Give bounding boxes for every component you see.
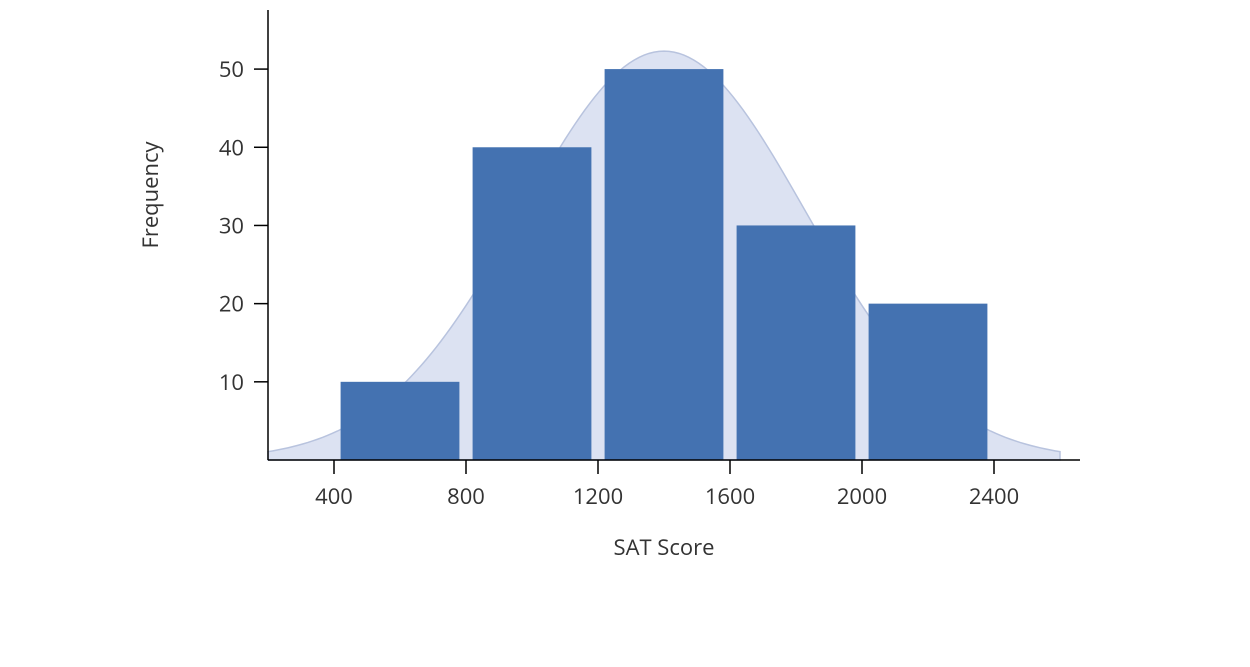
x-tick-label: 2400 xyxy=(969,481,1019,511)
histogram-bar xyxy=(869,304,988,460)
x-tick-label: 2000 xyxy=(837,481,887,511)
x-tick-label: 400 xyxy=(315,481,353,511)
y-tick-label: 40 xyxy=(219,132,244,162)
y-tick-label: 30 xyxy=(219,210,244,240)
histogram-bar xyxy=(473,147,592,460)
y-tick-label: 10 xyxy=(219,367,244,397)
histogram-bar xyxy=(605,69,724,460)
y-tick-label: 50 xyxy=(219,54,244,84)
histogram-chart: 400 800 1200 1600 2000 2400 10 20 30 40 50 SAT Scor… xyxy=(0,0,1250,667)
x-axis-label: SAT Score xyxy=(614,532,715,562)
x-tick-label: 1200 xyxy=(573,481,623,511)
y-axis-label: Frequency xyxy=(135,140,165,248)
x-tick-label: 800 xyxy=(447,481,485,511)
x-tick-label: 1600 xyxy=(705,481,755,511)
y-tick-label: 20 xyxy=(219,289,244,319)
histogram-bar xyxy=(341,382,460,460)
histogram-bar xyxy=(737,225,856,460)
